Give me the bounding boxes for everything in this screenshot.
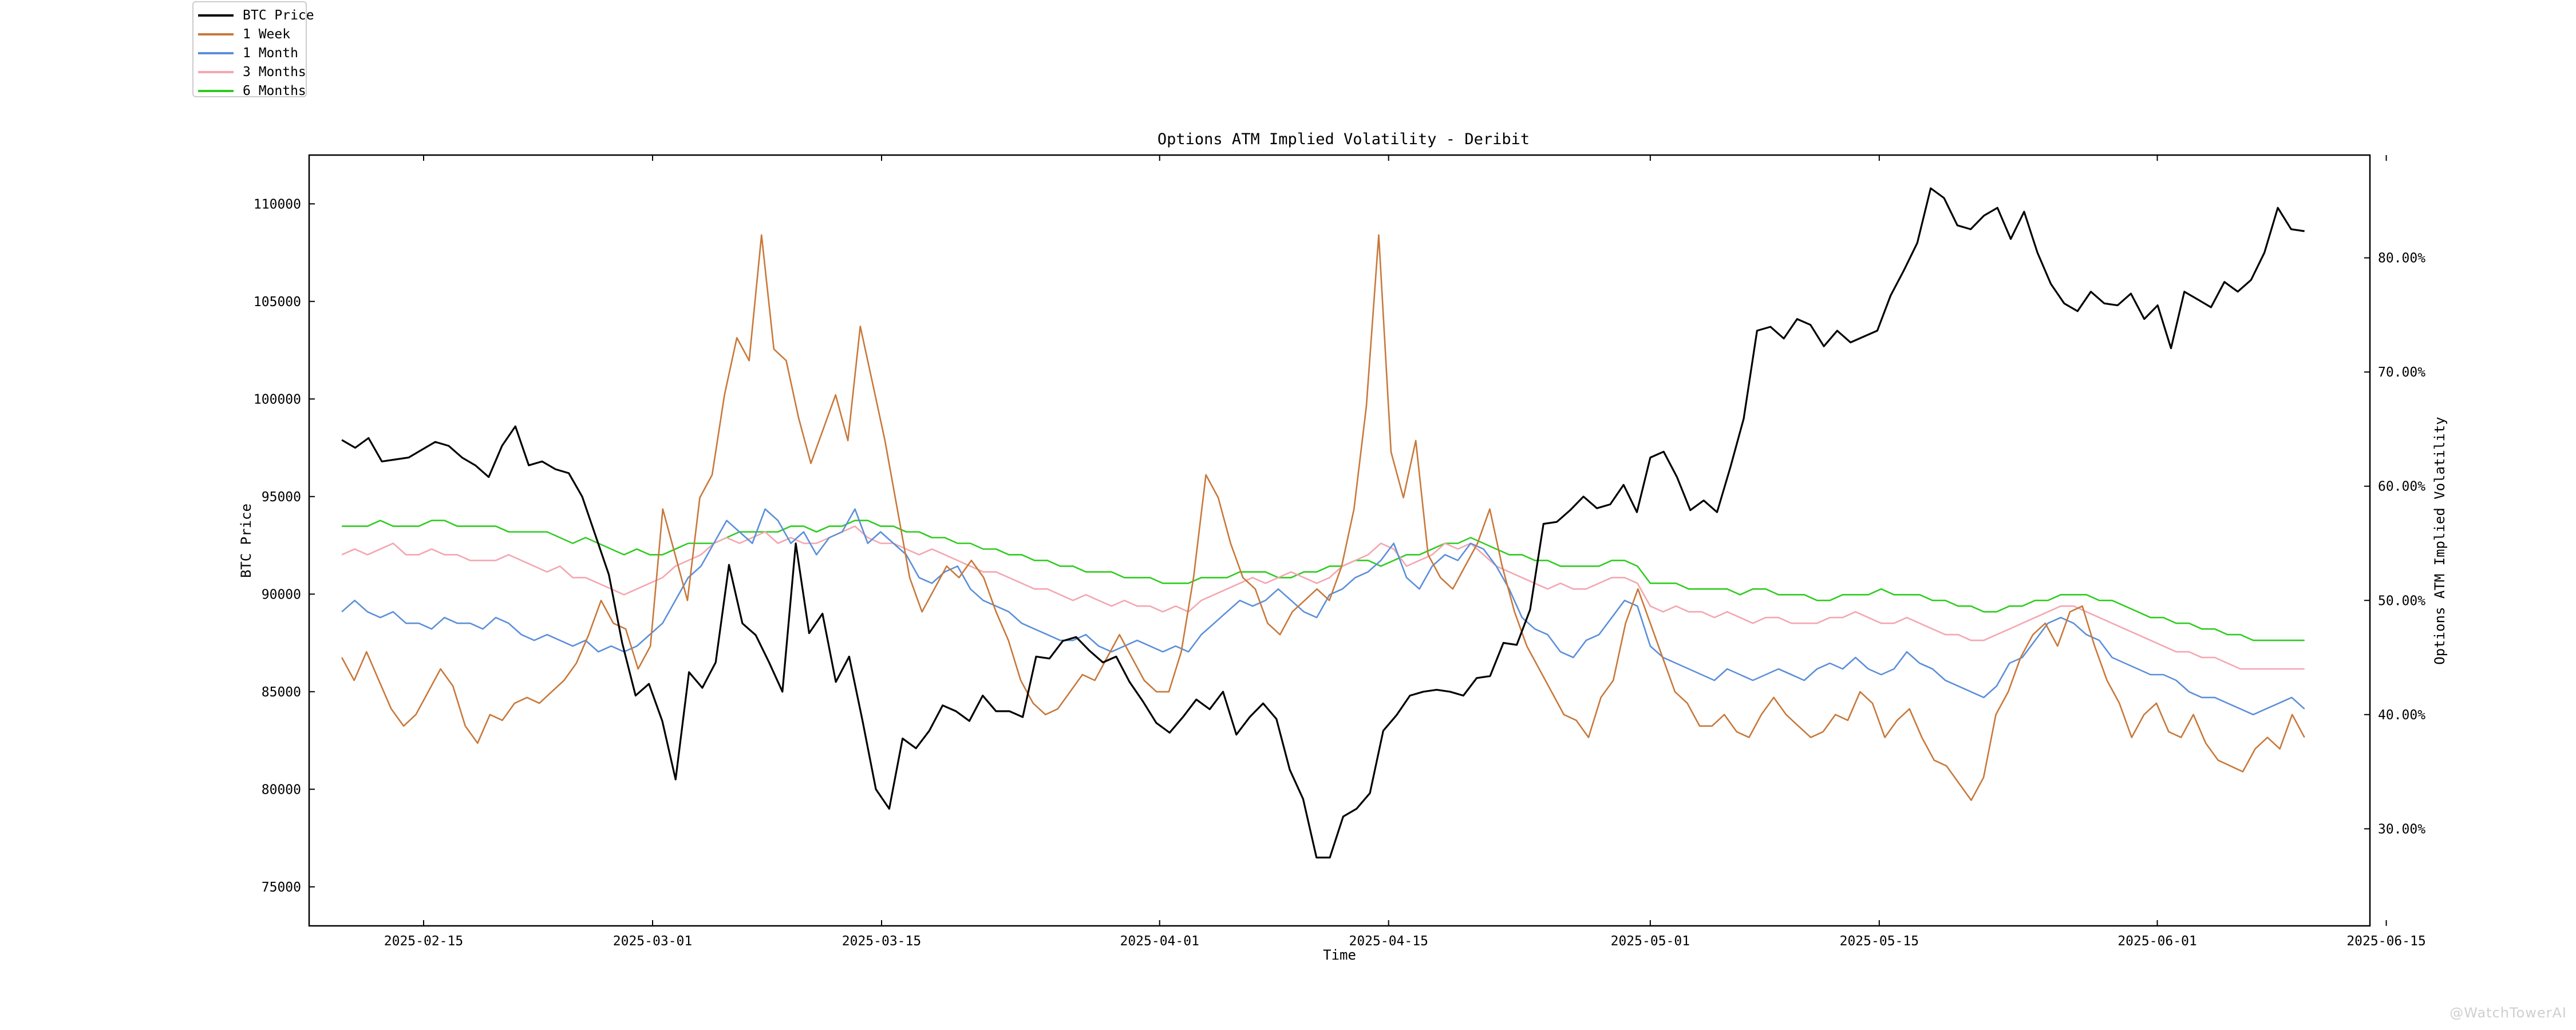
x-axis-label: Time [1323,947,1356,963]
legend: BTC Price 1 Week 1 Month 3 Months 6 Mont… [192,1,314,100]
legend-label-1-week: 1 Week [243,26,291,42]
right-y-tick-label: 70.00% [2378,365,2425,380]
legend-swatch-1-month [198,52,234,54]
right-y-tick-label: 80.00% [2378,251,2425,266]
left-y-tick-label: 105000 [254,295,301,310]
right-y-tick-label: 60.00% [2378,480,2425,494]
legend-label-6-months: 6 Months [243,83,306,98]
legend-swatch-3-months [198,70,234,73]
chart-title: Options ATM Implied Volatility - Deribit [1157,130,1530,148]
watermark: @WatchTowerAI [2449,1005,2567,1021]
series-line-3-months [341,525,2305,670]
x-tick-label: 2025-02-15 [384,934,463,949]
right-y-tick-label: 30.00% [2378,822,2425,837]
left-y-tick-label: 90000 [262,587,301,602]
left-y-tick-label: 75000 [262,880,301,895]
left-y-axis-label: BTC Price [238,504,254,578]
legend-item-1-week: 1 Week [198,25,301,43]
x-tick-label: 2025-03-15 [842,934,921,949]
legend-swatch-6-months [198,89,234,92]
series-line-6-months [342,520,2305,641]
series-line-1-month [341,508,2305,716]
legend-label-3-months: 3 Months [243,64,306,80]
series-line-1-week [341,234,2305,801]
legend-swatch-btc-price [198,14,234,17]
axes: 2025-02-15 2025-03-01 2025-03-15 2025-04-01… [254,155,2426,949]
series-line-btc-price [341,187,2305,859]
legend-swatch-1-week [198,33,234,35]
right-y-tick-label: 50.00% [2378,593,2425,608]
legend-item-btc-price: BTC Price [198,6,314,25]
left-y-tick-label: 110000 [254,197,301,212]
series-lines [341,187,2305,859]
x-tick-label: 2025-03-01 [613,934,692,949]
left-y-tick-label: 95000 [262,490,301,505]
legend-item-6-months: 6 Months [198,81,306,100]
left-y-tick-label: 80000 [262,782,301,797]
legend-label-1-month: 1 Month [243,45,298,61]
x-tick-label: 2025-06-01 [2117,934,2196,949]
legend-item-1-month: 1 Month [198,43,301,62]
right-y-axis-label: Options ATM Implied Volatility [2432,417,2448,664]
legend-label-btc-price: BTC Price [243,7,314,23]
left-y-tick-label: 85000 [262,685,301,700]
x-tick-label: 2025-05-01 [1611,934,1690,949]
x-tick-label: 2025-05-15 [1840,934,1919,949]
x-tick-label: 2025-06-15 [2346,934,2425,949]
plot-area [308,154,2371,927]
x-tick-label: 2025-04-15 [1349,934,1428,949]
x-tick-label: 2025-04-01 [1120,934,1199,949]
left-y-tick-label: 100000 [254,392,301,407]
legend-item-3-months: 3 Months [198,62,306,81]
right-y-tick-label: 40.00% [2378,708,2425,723]
